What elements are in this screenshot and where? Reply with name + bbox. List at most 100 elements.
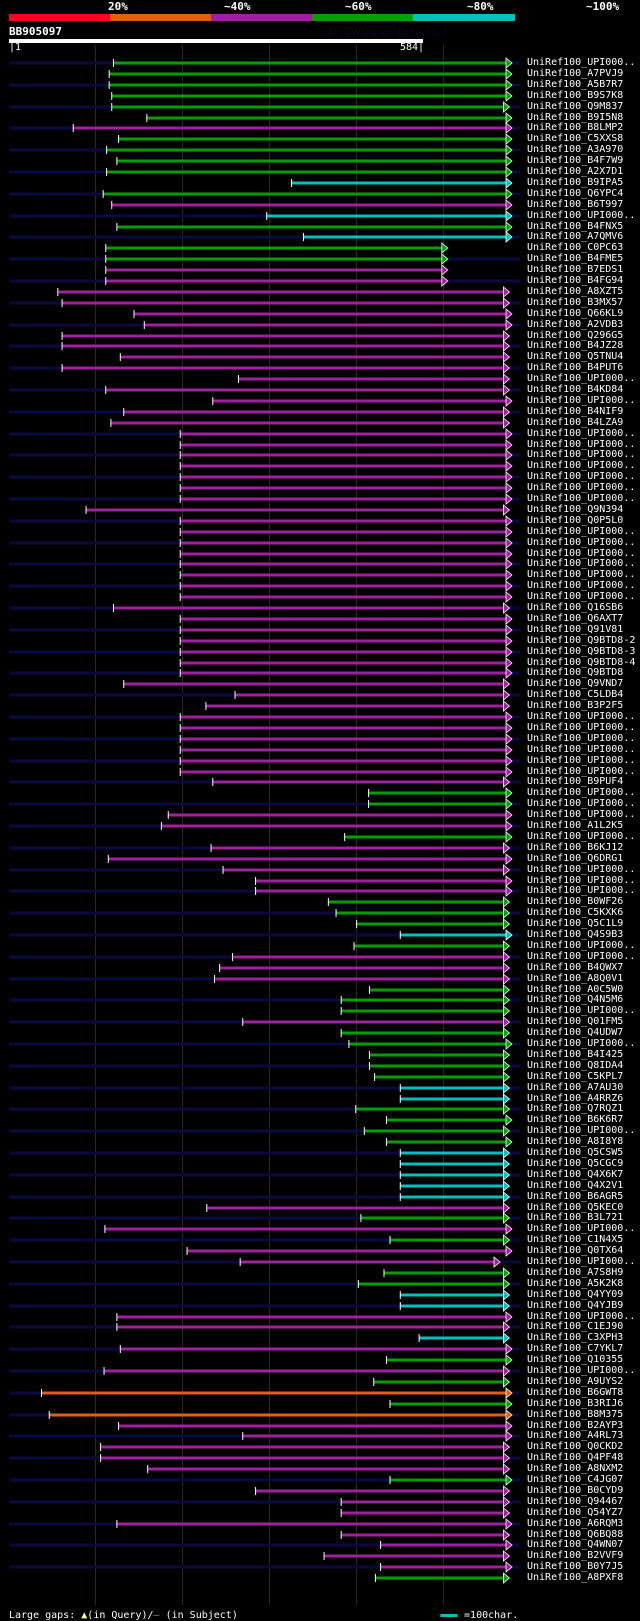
hit-row[interactable] — [212, 395, 513, 407]
hit-row[interactable] — [255, 875, 513, 887]
hit-name-link[interactable]: UniRef100_Q94467 — [527, 1496, 624, 1507]
hit-name-link[interactable]: UniRef100_Q8IDA4 — [527, 1060, 624, 1071]
hit-name-link[interactable]: UniRef100_Q4YJB9 — [527, 1300, 624, 1311]
hit-row[interactable] — [9, 1539, 520, 1551]
hit-name-link[interactable]: UniRef100_UPI000.. — [527, 1125, 636, 1136]
hit-name-link[interactable]: UniRef100_UPI000.. — [527, 1038, 636, 1049]
hit-name-link[interactable]: UniRef100_B3P2F5 — [527, 700, 624, 711]
hit-name-link[interactable]: UniRef100_B6KJ12 — [527, 842, 624, 853]
hit-name-link[interactable]: UniRef100_UPI000.. — [527, 787, 636, 798]
hit-row[interactable] — [9, 1321, 520, 1333]
hit-name-link[interactable]: UniRef100_UPI000.. — [527, 482, 636, 493]
hit-name-link[interactable]: UniRef100_B8M375 — [527, 1409, 624, 1420]
hit-name-link[interactable]: UniRef100_Q9BTD8-2 — [527, 635, 636, 646]
hit-row[interactable] — [344, 831, 513, 843]
hit-row[interactable] — [179, 569, 513, 581]
hit-row[interactable] — [9, 929, 520, 941]
hit-row[interactable] — [9, 1474, 520, 1486]
hit-name-link[interactable]: UniRef100_UPI000.. — [527, 57, 636, 68]
hit-name-link[interactable]: UniRef100_Q6YPC4 — [527, 188, 624, 199]
hit-row[interactable] — [9, 864, 520, 876]
hit-name-link[interactable]: UniRef100_C7YKL7 — [527, 1343, 624, 1354]
hit-name-link[interactable]: UniRef100_B4PUT6 — [527, 362, 624, 373]
hit-row[interactable] — [291, 177, 513, 189]
hit-name-link[interactable]: UniRef100_A7S8H9 — [527, 1267, 624, 1278]
hit-name-link[interactable]: UniRef100_B9S7K8 — [527, 90, 624, 101]
hit-row[interactable] — [340, 1529, 511, 1541]
hit-name-link[interactable]: UniRef100_C4JG07 — [527, 1474, 624, 1485]
hit-row[interactable] — [9, 1234, 520, 1246]
hit-name-link[interactable]: UniRef100_UPI000.. — [527, 460, 636, 471]
hit-name-link[interactable]: UniRef100_UPI000.. — [527, 733, 636, 744]
hit-name-link[interactable]: UniRef100_UPI000.. — [527, 875, 636, 886]
hit-row[interactable] — [9, 1343, 520, 1355]
hit-row[interactable] — [179, 722, 513, 734]
hit-row[interactable] — [9, 1300, 520, 1312]
hit-row[interactable] — [9, 1518, 520, 1530]
hit-name-link[interactable]: UniRef100_Q54YZ7 — [527, 1507, 624, 1518]
hit-row[interactable] — [9, 319, 520, 331]
hit-name-link[interactable]: UniRef100_UPI000.. — [527, 1223, 636, 1234]
hit-row[interactable] — [356, 918, 511, 930]
hit-row[interactable] — [9, 471, 520, 483]
hit-name-link[interactable]: UniRef100_UPI000.. — [527, 493, 636, 504]
hit-name-link[interactable]: UniRef100_Q5TNU4 — [527, 351, 624, 362]
hit-row[interactable] — [116, 1311, 513, 1323]
hit-name-link[interactable]: UniRef100_C1N4X5 — [527, 1234, 624, 1245]
hit-name-link[interactable]: UniRef100_UPI000.. — [527, 831, 636, 842]
hit-name-link[interactable]: UniRef100_Q4S9B3 — [527, 929, 624, 940]
hit-name-link[interactable]: UniRef100_C5KPL7 — [527, 1071, 624, 1082]
hit-row[interactable] — [179, 439, 513, 451]
hit-name-link[interactable]: UniRef100_B9PUF4 — [527, 776, 624, 787]
hit-row[interactable] — [237, 373, 511, 385]
hit-row[interactable] — [118, 133, 513, 145]
hit-row[interactable] — [9, 907, 520, 919]
hit-row[interactable] — [9, 558, 520, 570]
hit-name-link[interactable]: UniRef100_UPI000.. — [527, 591, 636, 602]
hit-name-link[interactable]: UniRef100_UPI000.. — [527, 439, 636, 450]
hit-name-link[interactable]: UniRef100_A2X7D1 — [527, 166, 624, 177]
hit-row[interactable] — [119, 351, 511, 363]
hit-name-link[interactable]: UniRef100_B4LZA9 — [527, 417, 624, 428]
hit-name-link[interactable]: UniRef100_Q6DRG1 — [527, 853, 624, 864]
hit-name-link[interactable]: UniRef100_A8XZT5 — [527, 286, 624, 297]
hit-row[interactable] — [179, 591, 513, 603]
hit-row[interactable] — [368, 787, 513, 799]
hit-row[interactable] — [9, 1256, 520, 1268]
hit-row[interactable] — [9, 1278, 520, 1290]
hit-row[interactable] — [368, 1049, 511, 1061]
hit-name-link[interactable]: UniRef100_B0Y7J5 — [527, 1561, 624, 1572]
hit-name-link[interactable]: UniRef100_C0PC63 — [527, 242, 624, 253]
hit-name-link[interactable]: UniRef100_Q9VND7 — [527, 678, 624, 689]
hit-row[interactable] — [373, 1376, 511, 1388]
hit-row[interactable] — [179, 657, 513, 669]
hit-name-link[interactable]: UniRef100_Q4YY09 — [527, 1289, 624, 1300]
hit-row[interactable] — [9, 362, 520, 374]
hit-row[interactable] — [9, 210, 520, 222]
hit-name-link[interactable]: UniRef100_Q0TX64 — [527, 1245, 624, 1256]
hit-name-link[interactable]: UniRef100_B3RIJ6 — [527, 1398, 624, 1409]
hit-name-link[interactable]: UniRef100_C3XPH3 — [527, 1332, 624, 1343]
hit-name-link[interactable]: UniRef100_UPI000.. — [527, 885, 636, 896]
hit-row[interactable] — [9, 667, 520, 679]
hit-row[interactable] — [123, 678, 511, 690]
hit-row[interactable] — [9, 885, 520, 897]
hit-row[interactable] — [9, 231, 520, 243]
hit-name-link[interactable]: UniRef100_Q9BTD8 — [527, 667, 624, 678]
hit-row[interactable] — [9, 101, 520, 113]
hit-row[interactable] — [386, 1354, 513, 1366]
hit-row[interactable] — [111, 199, 513, 211]
hit-row[interactable] — [353, 940, 511, 952]
hit-row[interactable] — [9, 733, 520, 745]
hit-row[interactable] — [9, 428, 520, 440]
hit-name-link[interactable]: UniRef100_Q10355 — [527, 1354, 624, 1365]
hit-name-link[interactable]: UniRef100_B6T997 — [527, 199, 624, 210]
hit-row[interactable] — [9, 275, 520, 287]
hit-name-link[interactable]: UniRef100_Q4X2V1 — [527, 1180, 624, 1191]
hit-name-link[interactable]: UniRef100_UPI000.. — [527, 1005, 636, 1016]
hit-row[interactable] — [9, 384, 520, 396]
hit-name-link[interactable]: UniRef100_Q4N5M6 — [527, 994, 624, 1005]
hit-row[interactable] — [9, 580, 520, 592]
hit-name-link[interactable]: UniRef100_UPI000.. — [527, 864, 636, 875]
hit-name-link[interactable]: UniRef100_UPI000.. — [527, 580, 636, 591]
